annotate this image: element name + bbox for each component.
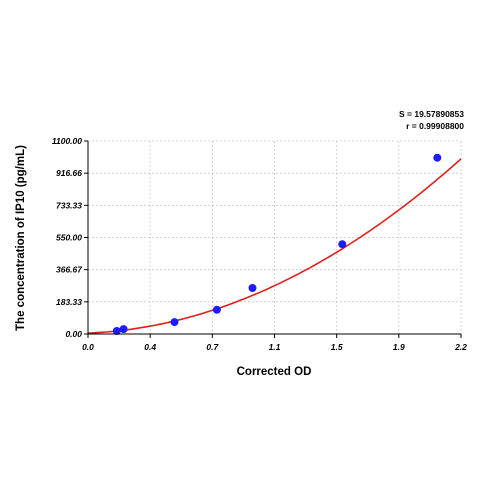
y-tick-label: 183.33 [56, 297, 82, 307]
data-point [212, 305, 221, 314]
data-point [112, 327, 121, 335]
y-tick-label: 0.00 [65, 329, 82, 339]
grid [88, 140, 462, 334]
x-tick-label: 1.1 [269, 342, 281, 352]
x-ticks: 0.0 0.4 0.7 1.1 1.5 1.9 2.2 [82, 334, 467, 352]
fit-curve [87, 158, 462, 334]
x-axis-title: Corrected OD [237, 366, 312, 378]
y-tick-label: 733.33 [56, 200, 82, 210]
y-tick-label: 366.67 [56, 265, 83, 275]
x-tick-label: 0.7 [206, 342, 219, 352]
fit-curve-layer [87, 158, 462, 334]
data-point [248, 284, 257, 292]
x-tick-label: 2.2 [454, 342, 467, 352]
data-points [112, 153, 442, 335]
x-tick-label: 0.4 [144, 342, 156, 352]
data-point [170, 318, 179, 327]
x-tick-label: 0.0 [82, 342, 94, 352]
y-ticks: 0.00 183.33 366.67 550.00 733.33 916.66 1100.0… [52, 136, 88, 339]
x-tick-label: 1.5 [331, 342, 343, 352]
y-tick-label: 916.66 [56, 168, 82, 178]
y-tick-label: 1100.00 [52, 136, 82, 146]
data-point [433, 153, 442, 162]
data-point [338, 240, 347, 249]
y-tick-label: 550.00 [56, 233, 82, 243]
y-axis-title: The concentration of IP10 (pg/mL) [15, 145, 27, 331]
x-tick-label: 1.9 [393, 342, 405, 352]
stat-s: S = 19.57890853 [399, 109, 464, 119]
stat-r: r = 0.99908800 [406, 121, 464, 131]
data-point [119, 325, 128, 334]
